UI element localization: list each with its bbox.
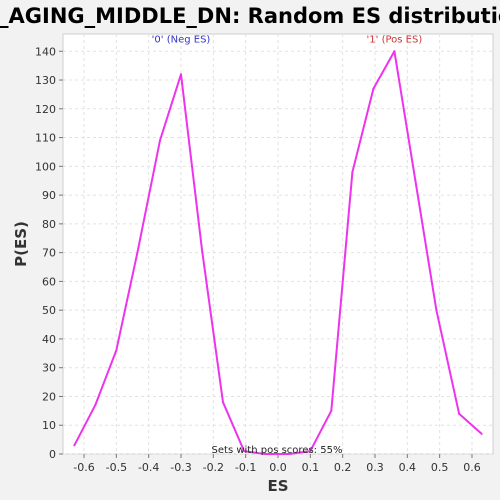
- y-axis-title: P(ES): [12, 221, 30, 267]
- y-tick-label: 140: [35, 45, 56, 58]
- x-tick-label: -0.2: [203, 461, 224, 474]
- y-tick-label: 80: [42, 218, 56, 231]
- data-point: [351, 171, 354, 174]
- annotation-layer: '0' (Neg ES) '1' (Pos ES): [152, 35, 423, 46]
- grid-lines: [63, 34, 493, 455]
- x-tick-label: 0.4: [399, 461, 417, 474]
- y-tick-label: 50: [42, 304, 56, 317]
- x-tick-label: -0.6: [73, 461, 94, 474]
- data-point: [414, 179, 417, 182]
- series-layer: [73, 50, 483, 455]
- x-tick-label: 0.0: [269, 461, 287, 474]
- x-tick-label: -0.4: [138, 461, 159, 474]
- footnote: Sets with pos scores: 55%: [212, 445, 343, 456]
- x-tick-label: 0.3: [366, 461, 384, 474]
- data-point: [73, 444, 76, 447]
- y-tick-label: 10: [42, 419, 56, 432]
- x-tick-label: 0.2: [334, 461, 352, 474]
- y-tick-label: 40: [42, 333, 56, 346]
- y-tick-label: 20: [42, 390, 56, 403]
- x-axis: -0.6 -0.5 -0.4 -0.3 -0.2 -0.1 0.0 0.1 0.2 0.3 0.4 0…: [73, 454, 481, 474]
- y-tick-label: 0: [49, 448, 56, 461]
- x-tick-label: -0.5: [106, 461, 127, 474]
- data-point: [94, 404, 97, 407]
- chart-title: LY_AGING_MIDDLE_DN: Random ES distributi…: [0, 4, 500, 28]
- data-point: [393, 50, 396, 53]
- series-line: [73, 50, 483, 455]
- y-tick-label: 100: [35, 160, 56, 173]
- y-tick-label: 120: [35, 103, 56, 116]
- x-axis-title: ES: [267, 477, 288, 495]
- x-tick-label: -0.1: [235, 461, 256, 474]
- y-tick-label: 60: [42, 275, 56, 288]
- data-point: [480, 432, 483, 435]
- data-point: [330, 409, 333, 412]
- y-tick-label: 70: [42, 247, 56, 260]
- data-point: [458, 412, 461, 415]
- data-point: [309, 450, 312, 453]
- x-tick-label: -0.3: [170, 461, 191, 474]
- y-tick-label: 30: [42, 362, 56, 375]
- x-tick-label: 0.1: [302, 461, 320, 474]
- data-point: [115, 349, 118, 352]
- data-point: [288, 453, 291, 455]
- data-point: [136, 251, 139, 254]
- data-point: [243, 450, 246, 453]
- y-tick-label: 90: [42, 189, 56, 202]
- data-point: [435, 309, 438, 312]
- series-annotation: '1' (Pos ES): [367, 35, 423, 46]
- series-annotation: '0' (Neg ES): [152, 35, 211, 46]
- data-point: [222, 401, 225, 404]
- data-point: [180, 73, 183, 76]
- data-point: [201, 248, 204, 251]
- data-point: [158, 139, 161, 142]
- data-point: [264, 453, 267, 455]
- y-axis: 0 10 20 30 40 50 60 70 80 90 100 110 120 130 140: [35, 45, 63, 461]
- y-tick-label: 130: [35, 74, 56, 87]
- y-tick-label: 110: [35, 132, 56, 145]
- data-point: [372, 87, 375, 90]
- x-tick-label: 0.6: [463, 461, 481, 474]
- x-tick-label: 0.5: [431, 461, 449, 474]
